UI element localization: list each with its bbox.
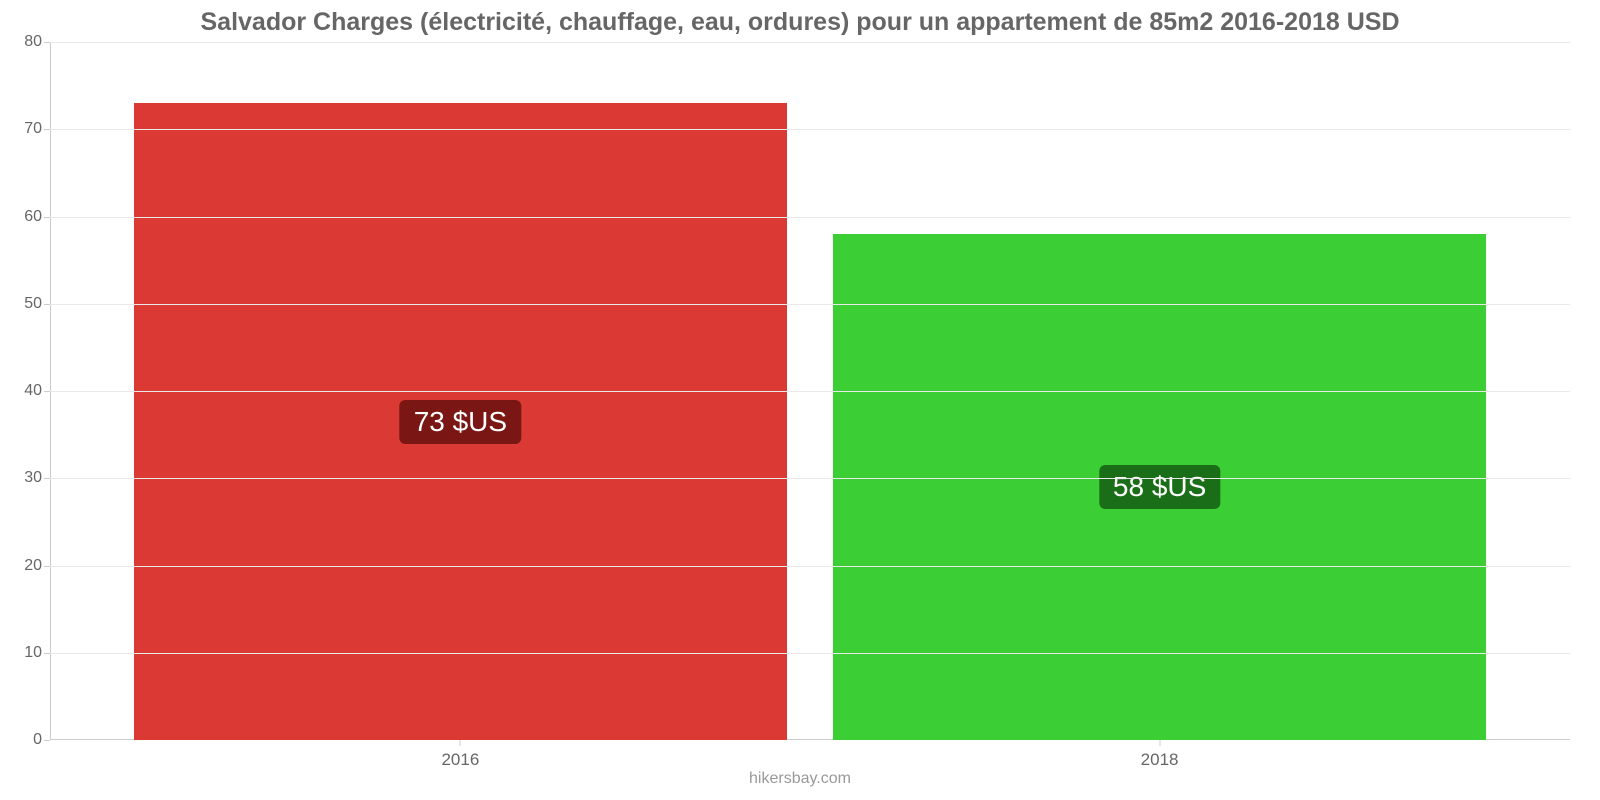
y-tick-label: 50 [24,295,42,313]
gridline [50,391,1570,392]
y-tick-label: 70 [24,120,42,138]
y-tick-mark [44,478,50,479]
gridline [50,478,1570,479]
value-badge: 73 $US [400,400,521,444]
y-tick-label: 20 [24,557,42,575]
y-tick-mark [44,129,50,130]
y-tick-mark [44,42,50,43]
gridline [50,653,1570,654]
y-tick-label: 10 [24,644,42,662]
x-category-label: 2016 [441,750,479,770]
x-tick-mark [460,740,461,746]
gridline [50,42,1570,43]
plot-area: 73 $US58 $US 0102030405060708020162018 [50,42,1570,740]
y-tick-mark [44,740,50,741]
chart-container: Salvador Charges (électricité, chauffage… [0,0,1600,800]
y-tick-mark [44,566,50,567]
gridline [50,566,1570,567]
gridline [50,129,1570,130]
y-tick-label: 80 [24,33,42,51]
y-tick-mark [44,304,50,305]
source-attribution: hikersbay.com [0,770,1600,788]
value-badge: 58 $US [1099,465,1220,509]
chart-title: Salvador Charges (électricité, chauffage… [0,8,1600,37]
y-tick-label: 60 [24,208,42,226]
y-tick-label: 40 [24,382,42,400]
y-tick-mark [44,391,50,392]
x-category-label: 2018 [1141,750,1179,770]
y-tick-mark [44,653,50,654]
gridline [50,304,1570,305]
gridline [50,217,1570,218]
x-tick-mark [1159,740,1160,746]
y-tick-label: 0 [33,731,42,749]
y-tick-mark [44,217,50,218]
y-tick-label: 30 [24,469,42,487]
